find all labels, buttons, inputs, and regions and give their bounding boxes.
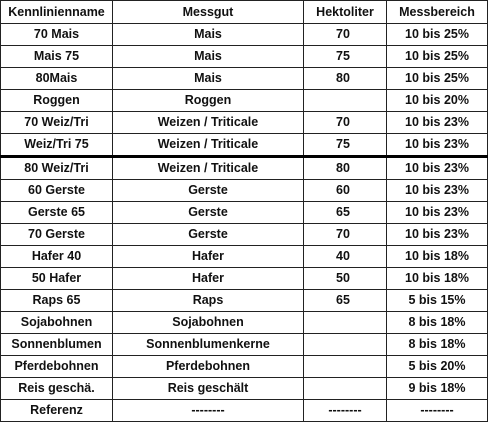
table-row: 70 Weiz/Tri Weizen / Triticale 70 10 bis… — [0, 111, 488, 134]
cell-messbereich: 10 bis 18% — [386, 245, 488, 268]
header-hektoliter: Hektoliter — [303, 0, 387, 24]
cell-messbereich: 10 bis 23% — [386, 155, 488, 180]
table-row: 70 Gerste Gerste 70 10 bis 23% — [0, 223, 488, 246]
cell-kennlinienname: Sojabohnen — [0, 311, 113, 334]
cell-messbereich: 10 bis 23% — [386, 179, 488, 202]
cell-messbereich: 10 bis 23% — [386, 201, 488, 224]
cell-hektoliter — [303, 89, 387, 112]
header-messgut: Messgut — [112, 0, 304, 24]
cell-messgut: Gerste — [112, 223, 304, 246]
cell-hektoliter: 60 — [303, 179, 387, 202]
cell-messgut: Gerste — [112, 201, 304, 224]
cell-kennlinienname: 80 Weiz/Tri — [0, 155, 113, 180]
cell-hektoliter — [303, 377, 387, 400]
table-row: Roggen Roggen 10 bis 20% — [0, 89, 488, 112]
cell-messbereich: 5 bis 15% — [386, 289, 488, 312]
cell-messbereich: 5 bis 20% — [386, 355, 488, 378]
cell-kennlinienname: Pferdebohnen — [0, 355, 113, 378]
cell-messgut: Mais — [112, 23, 304, 46]
cell-kennlinienname: Hafer 40 — [0, 245, 113, 268]
cell-hektoliter: 80 — [303, 155, 387, 180]
cell-hektoliter: 40 — [303, 245, 387, 268]
table-row: Mais 75 Mais 75 10 bis 25% — [0, 45, 488, 68]
cell-kennlinienname: Referenz — [0, 399, 113, 422]
table-row: Sonnenblumen Sonnenblumenkerne 8 bis 18% — [0, 333, 488, 356]
table-row: Sojabohnen Sojabohnen 8 bis 18% — [0, 311, 488, 334]
cell-kennlinienname: Reis geschä. — [0, 377, 113, 400]
cell-hektoliter: 75 — [303, 45, 387, 68]
cell-messgut: Sonnenblumenkerne — [112, 333, 304, 356]
cell-kennlinienname: 70 Weiz/Tri — [0, 111, 113, 134]
cell-hektoliter: 70 — [303, 223, 387, 246]
cell-hektoliter: 50 — [303, 267, 387, 290]
cell-hektoliter: -------- — [303, 399, 387, 422]
cell-hektoliter: 75 — [303, 133, 387, 157]
header-kennlinienname: Kennlinienname — [0, 0, 113, 24]
cell-messbereich: 10 bis 25% — [386, 45, 488, 68]
table-body: 70 Mais Mais 70 10 bis 25% Mais 75 Mais … — [0, 23, 488, 422]
cell-kennlinienname: Raps 65 — [0, 289, 113, 312]
calibration-table-container: Kennlinienname Messgut Hektoliter Messbe… — [0, 0, 488, 422]
cell-kennlinienname: 60 Gerste — [0, 179, 113, 202]
table-header-row: Kennlinienname Messgut Hektoliter Messbe… — [0, 0, 488, 24]
cell-kennlinienname: Weiz/Tri 75 — [0, 133, 113, 157]
cell-messbereich: 10 bis 23% — [386, 133, 488, 157]
cell-messgut: Gerste — [112, 179, 304, 202]
cell-messbereich: 9 bis 18% — [386, 377, 488, 400]
cell-messgut: Sojabohnen — [112, 311, 304, 334]
cell-messgut: Hafer — [112, 245, 304, 268]
cell-hektoliter: 70 — [303, 111, 387, 134]
table-row: Gerste 65 Gerste 65 10 bis 23% — [0, 201, 488, 224]
cell-messbereich: 10 bis 20% — [386, 89, 488, 112]
cell-messgut: -------- — [112, 399, 304, 422]
cell-messbereich: 10 bis 23% — [386, 111, 488, 134]
cell-hektoliter: 65 — [303, 201, 387, 224]
table-row: Referenz -------- -------- -------- — [0, 399, 488, 422]
table-row: Hafer 40 Hafer 40 10 bis 18% — [0, 245, 488, 268]
cell-messgut: Weizen / Triticale — [112, 155, 304, 180]
table-row: 80Mais Mais 80 10 bis 25% — [0, 67, 488, 90]
cell-messgut: Weizen / Triticale — [112, 111, 304, 134]
cell-messbereich: 8 bis 18% — [386, 311, 488, 334]
table-row: Raps 65 Raps 65 5 bis 15% — [0, 289, 488, 312]
cell-messgut: Raps — [112, 289, 304, 312]
cell-messgut: Roggen — [112, 89, 304, 112]
cell-messbereich: 10 bis 18% — [386, 267, 488, 290]
cell-kennlinienname: 50 Hafer — [0, 267, 113, 290]
cell-messbereich: -------- — [386, 399, 488, 422]
cell-messgut: Mais — [112, 67, 304, 90]
cell-hektoliter — [303, 355, 387, 378]
table-row: 50 Hafer Hafer 50 10 bis 18% — [0, 267, 488, 290]
cell-messgut: Weizen / Triticale — [112, 133, 304, 157]
table-row: Reis geschä. Reis geschält 9 bis 18% — [0, 377, 488, 400]
cell-kennlinienname: Roggen — [0, 89, 113, 112]
cell-kennlinienname: 70 Gerste — [0, 223, 113, 246]
header-messbereich: Messbereich — [386, 0, 488, 24]
cell-hektoliter — [303, 311, 387, 334]
cell-kennlinienname: 80Mais — [0, 67, 113, 90]
cell-messbereich: 8 bis 18% — [386, 333, 488, 356]
cell-hektoliter: 65 — [303, 289, 387, 312]
cell-messgut: Reis geschält — [112, 377, 304, 400]
cell-messgut: Hafer — [112, 267, 304, 290]
table-row: 70 Mais Mais 70 10 bis 25% — [0, 23, 488, 46]
cell-messbereich: 10 bis 25% — [386, 23, 488, 46]
cell-messgut: Pferdebohnen — [112, 355, 304, 378]
cell-kennlinienname: Mais 75 — [0, 45, 113, 68]
calibration-curve-table: Kennlinienname Messgut Hektoliter Messbe… — [0, 0, 488, 422]
table-row: 80 Weiz/Tri Weizen / Triticale 80 10 bis… — [0, 155, 488, 180]
cell-messgut: Mais — [112, 45, 304, 68]
cell-messbereich: 10 bis 25% — [386, 67, 488, 90]
cell-kennlinienname: Gerste 65 — [0, 201, 113, 224]
cell-hektoliter — [303, 333, 387, 356]
cell-hektoliter: 80 — [303, 67, 387, 90]
cell-hektoliter: 70 — [303, 23, 387, 46]
cell-kennlinienname: Sonnenblumen — [0, 333, 113, 356]
cell-kennlinienname: 70 Mais — [0, 23, 113, 46]
table-row: Weiz/Tri 75 Weizen / Triticale 75 10 bis… — [0, 133, 488, 157]
table-row: Pferdebohnen Pferdebohnen 5 bis 20% — [0, 355, 488, 378]
table-row: 60 Gerste Gerste 60 10 bis 23% — [0, 179, 488, 202]
cell-messbereich: 10 bis 23% — [386, 223, 488, 246]
